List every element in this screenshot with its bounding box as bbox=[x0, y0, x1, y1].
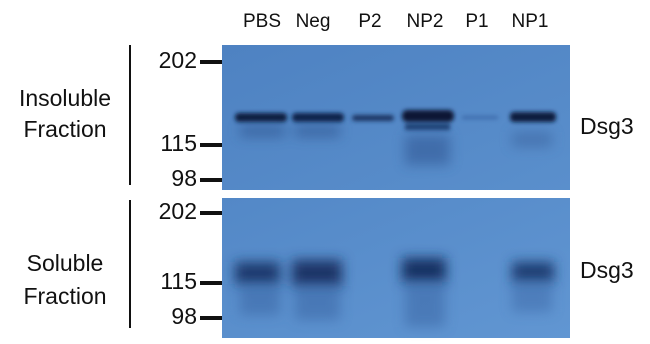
fraction-label: Fraction bbox=[23, 116, 106, 142]
fraction-label: Fraction bbox=[23, 283, 106, 309]
insoluble-blot bbox=[222, 45, 570, 190]
lane-label: NP1 bbox=[512, 11, 549, 32]
labels: PBS Neg P2 NP2 P1 NP1 Insoluble Fraction 202 115 9… bbox=[19, 11, 634, 329]
marker-label: 98 bbox=[171, 303, 197, 329]
lane-label: P2 bbox=[358, 11, 381, 32]
band-label: Dsg3 bbox=[580, 257, 634, 283]
marker-label: 202 bbox=[159, 198, 197, 224]
soluble-blot bbox=[222, 198, 570, 338]
lane-label: Neg bbox=[296, 11, 331, 32]
lane-label: PBS bbox=[243, 11, 281, 32]
marker-label: 115 bbox=[160, 268, 197, 294]
lane-label: P1 bbox=[465, 11, 488, 32]
fraction-label: Insoluble bbox=[19, 85, 111, 111]
marker-label: 98 bbox=[171, 165, 197, 191]
marker-label: 202 bbox=[159, 47, 197, 73]
band-label: Dsg3 bbox=[580, 113, 634, 139]
marker-label: 115 bbox=[160, 130, 197, 156]
fraction-label: Soluble bbox=[27, 250, 104, 276]
lane-label: NP2 bbox=[407, 11, 444, 32]
